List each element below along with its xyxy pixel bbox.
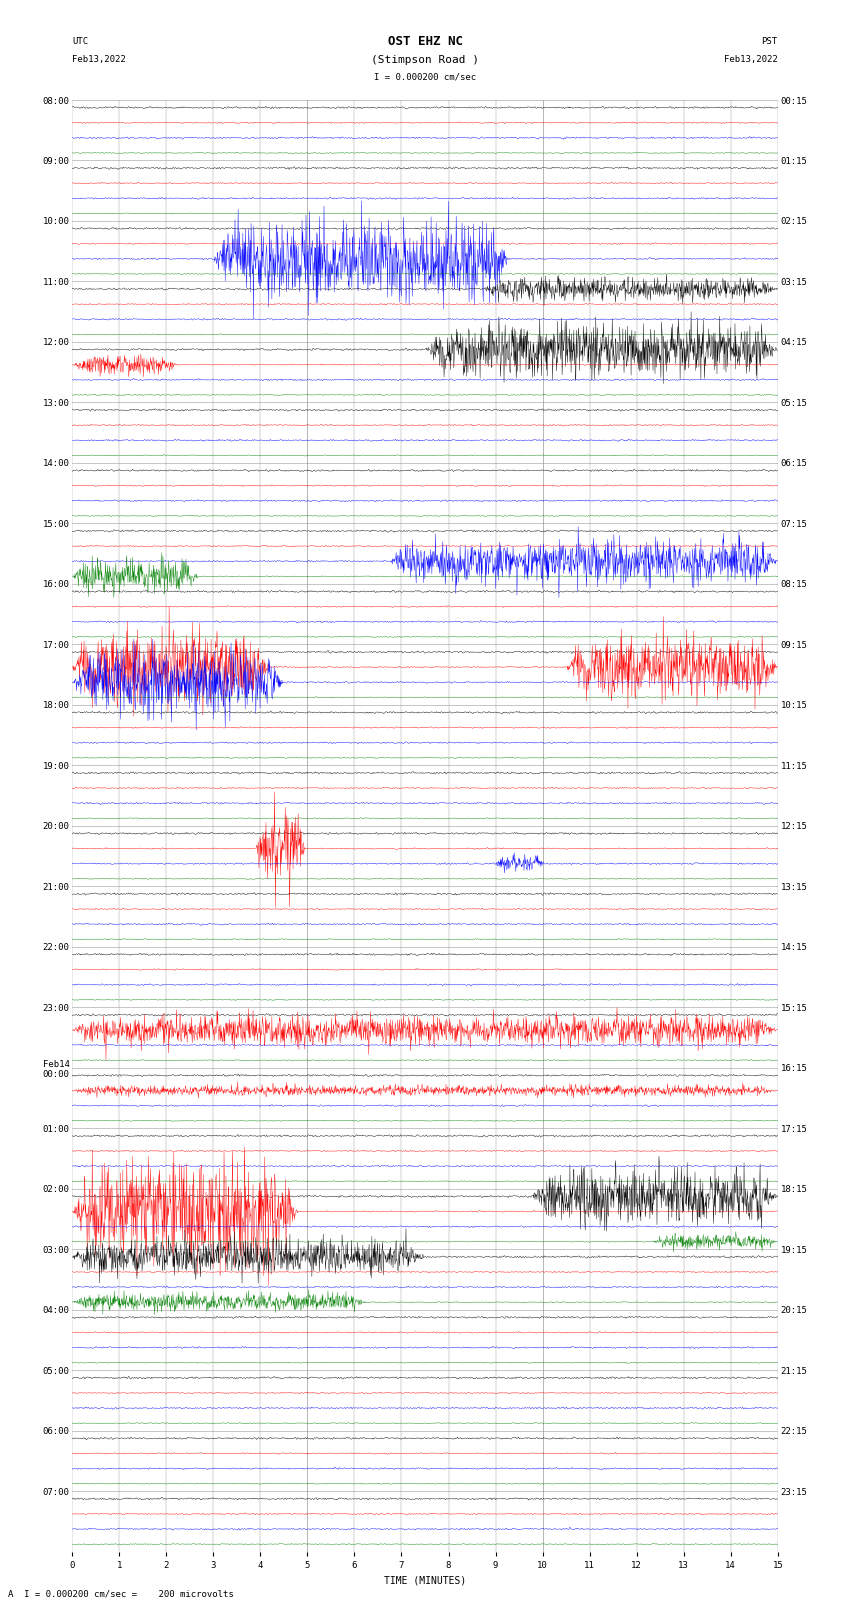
Text: Feb13,2022: Feb13,2022: [72, 55, 126, 65]
Text: (Stimpson Road ): (Stimpson Road ): [371, 55, 479, 65]
Text: A  I = 0.000200 cm/sec =    200 microvolts: A I = 0.000200 cm/sec = 200 microvolts: [8, 1589, 235, 1598]
X-axis label: TIME (MINUTES): TIME (MINUTES): [384, 1576, 466, 1586]
Text: I = 0.000200 cm/sec: I = 0.000200 cm/sec: [374, 73, 476, 82]
Text: PST: PST: [762, 37, 778, 47]
Text: UTC: UTC: [72, 37, 88, 47]
Text: OST EHZ NC: OST EHZ NC: [388, 35, 462, 48]
Text: Feb13,2022: Feb13,2022: [724, 55, 778, 65]
